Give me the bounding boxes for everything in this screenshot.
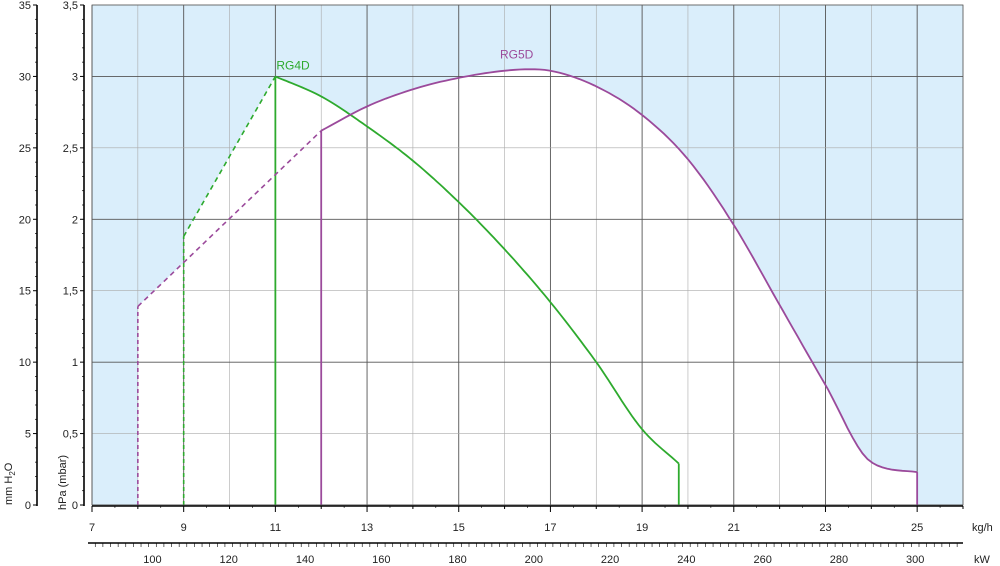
kgh-tick-label: 13 <box>361 522 373 534</box>
mmh2o-tick-label: 10 <box>19 357 31 369</box>
rg4d-curve <box>275 75 680 465</box>
mmh2o-axis-title-subscript: 2 <box>8 471 17 476</box>
rg5d-curve <box>320 68 918 473</box>
kw-tick-label: 280 <box>830 554 848 566</box>
mmh2o-tick-label: 5 <box>25 429 31 441</box>
mmh2o-tick-label: 35 <box>19 0 31 12</box>
kgh-tick-label: 17 <box>544 522 556 534</box>
mmh2o-axis-title-main: mm H <box>3 476 15 505</box>
kgh-tick-label: 21 <box>728 522 740 534</box>
rg4d-dashed-segment <box>182 76 277 237</box>
working-field-area-rg5d <box>137 69 918 506</box>
hpa-tick-label: 2,5 <box>63 143 78 155</box>
hpa-tick-label: 1 <box>72 357 78 369</box>
kgh-tick-label: 23 <box>819 522 831 534</box>
labels-layer: RG4D RG5D <box>276 47 533 72</box>
kw-tick-label: 300 <box>906 554 924 566</box>
hpa-axis-title: hPa (mbar) <box>57 455 69 510</box>
hpa-tick-label: 0 <box>72 500 78 512</box>
kw-tick-label: 200 <box>525 554 543 566</box>
mmh2o-tick-label: 15 <box>19 286 31 298</box>
mmh2o-tick-label: 30 <box>19 71 31 83</box>
kgh-tick-label: 15 <box>453 522 465 534</box>
rg5d-dashed-segment <box>137 130 322 308</box>
mmh2o-tick-label: 25 <box>19 143 31 155</box>
hpa-tick-label: 3 <box>72 71 78 83</box>
kw-tick-label: 180 <box>448 554 466 566</box>
hpa-tick-label: 0,5 <box>63 429 78 441</box>
kw-tick-label: 160 <box>372 554 390 566</box>
kw-tick-label: 260 <box>753 554 771 566</box>
kgh-tick-label: 11 <box>270 522 281 534</box>
kw-axis-title: kW <box>974 554 991 566</box>
hpa-tick-label: 3,5 <box>63 0 78 12</box>
kw-tick-label: 120 <box>220 554 238 566</box>
hpa-tick-label: 1,5 <box>63 286 78 298</box>
plot-background-layer <box>92 5 963 506</box>
kw-tick-label: 240 <box>677 554 695 566</box>
kw-tick-label: 220 <box>601 554 619 566</box>
kgh-tick-label: 25 <box>911 522 923 534</box>
mmh2o-axis-title: mm H2O <box>3 462 17 505</box>
mmh2o-axis-title-end: O <box>3 462 15 471</box>
series-label-rg5d: RG5D <box>500 47 534 61</box>
kw-tick-label: 100 <box>143 554 161 566</box>
kgh-tick-label: 19 <box>636 522 648 534</box>
series-layer <box>137 68 919 505</box>
kw-tick-label: 140 <box>296 554 314 566</box>
mmh2o-tick-label: 20 <box>19 214 31 226</box>
mmh2o-tick-label: 0 <box>25 500 31 512</box>
plot-border <box>91 4 964 506</box>
kgh-tick-label: 7 <box>89 522 95 534</box>
kgh-tick-label: 9 <box>181 522 187 534</box>
hpa-tick-label: 2 <box>72 214 78 226</box>
series-label-rg4d: RG4D <box>276 58 310 72</box>
kgh-axis-title: kg/h <box>972 522 993 534</box>
